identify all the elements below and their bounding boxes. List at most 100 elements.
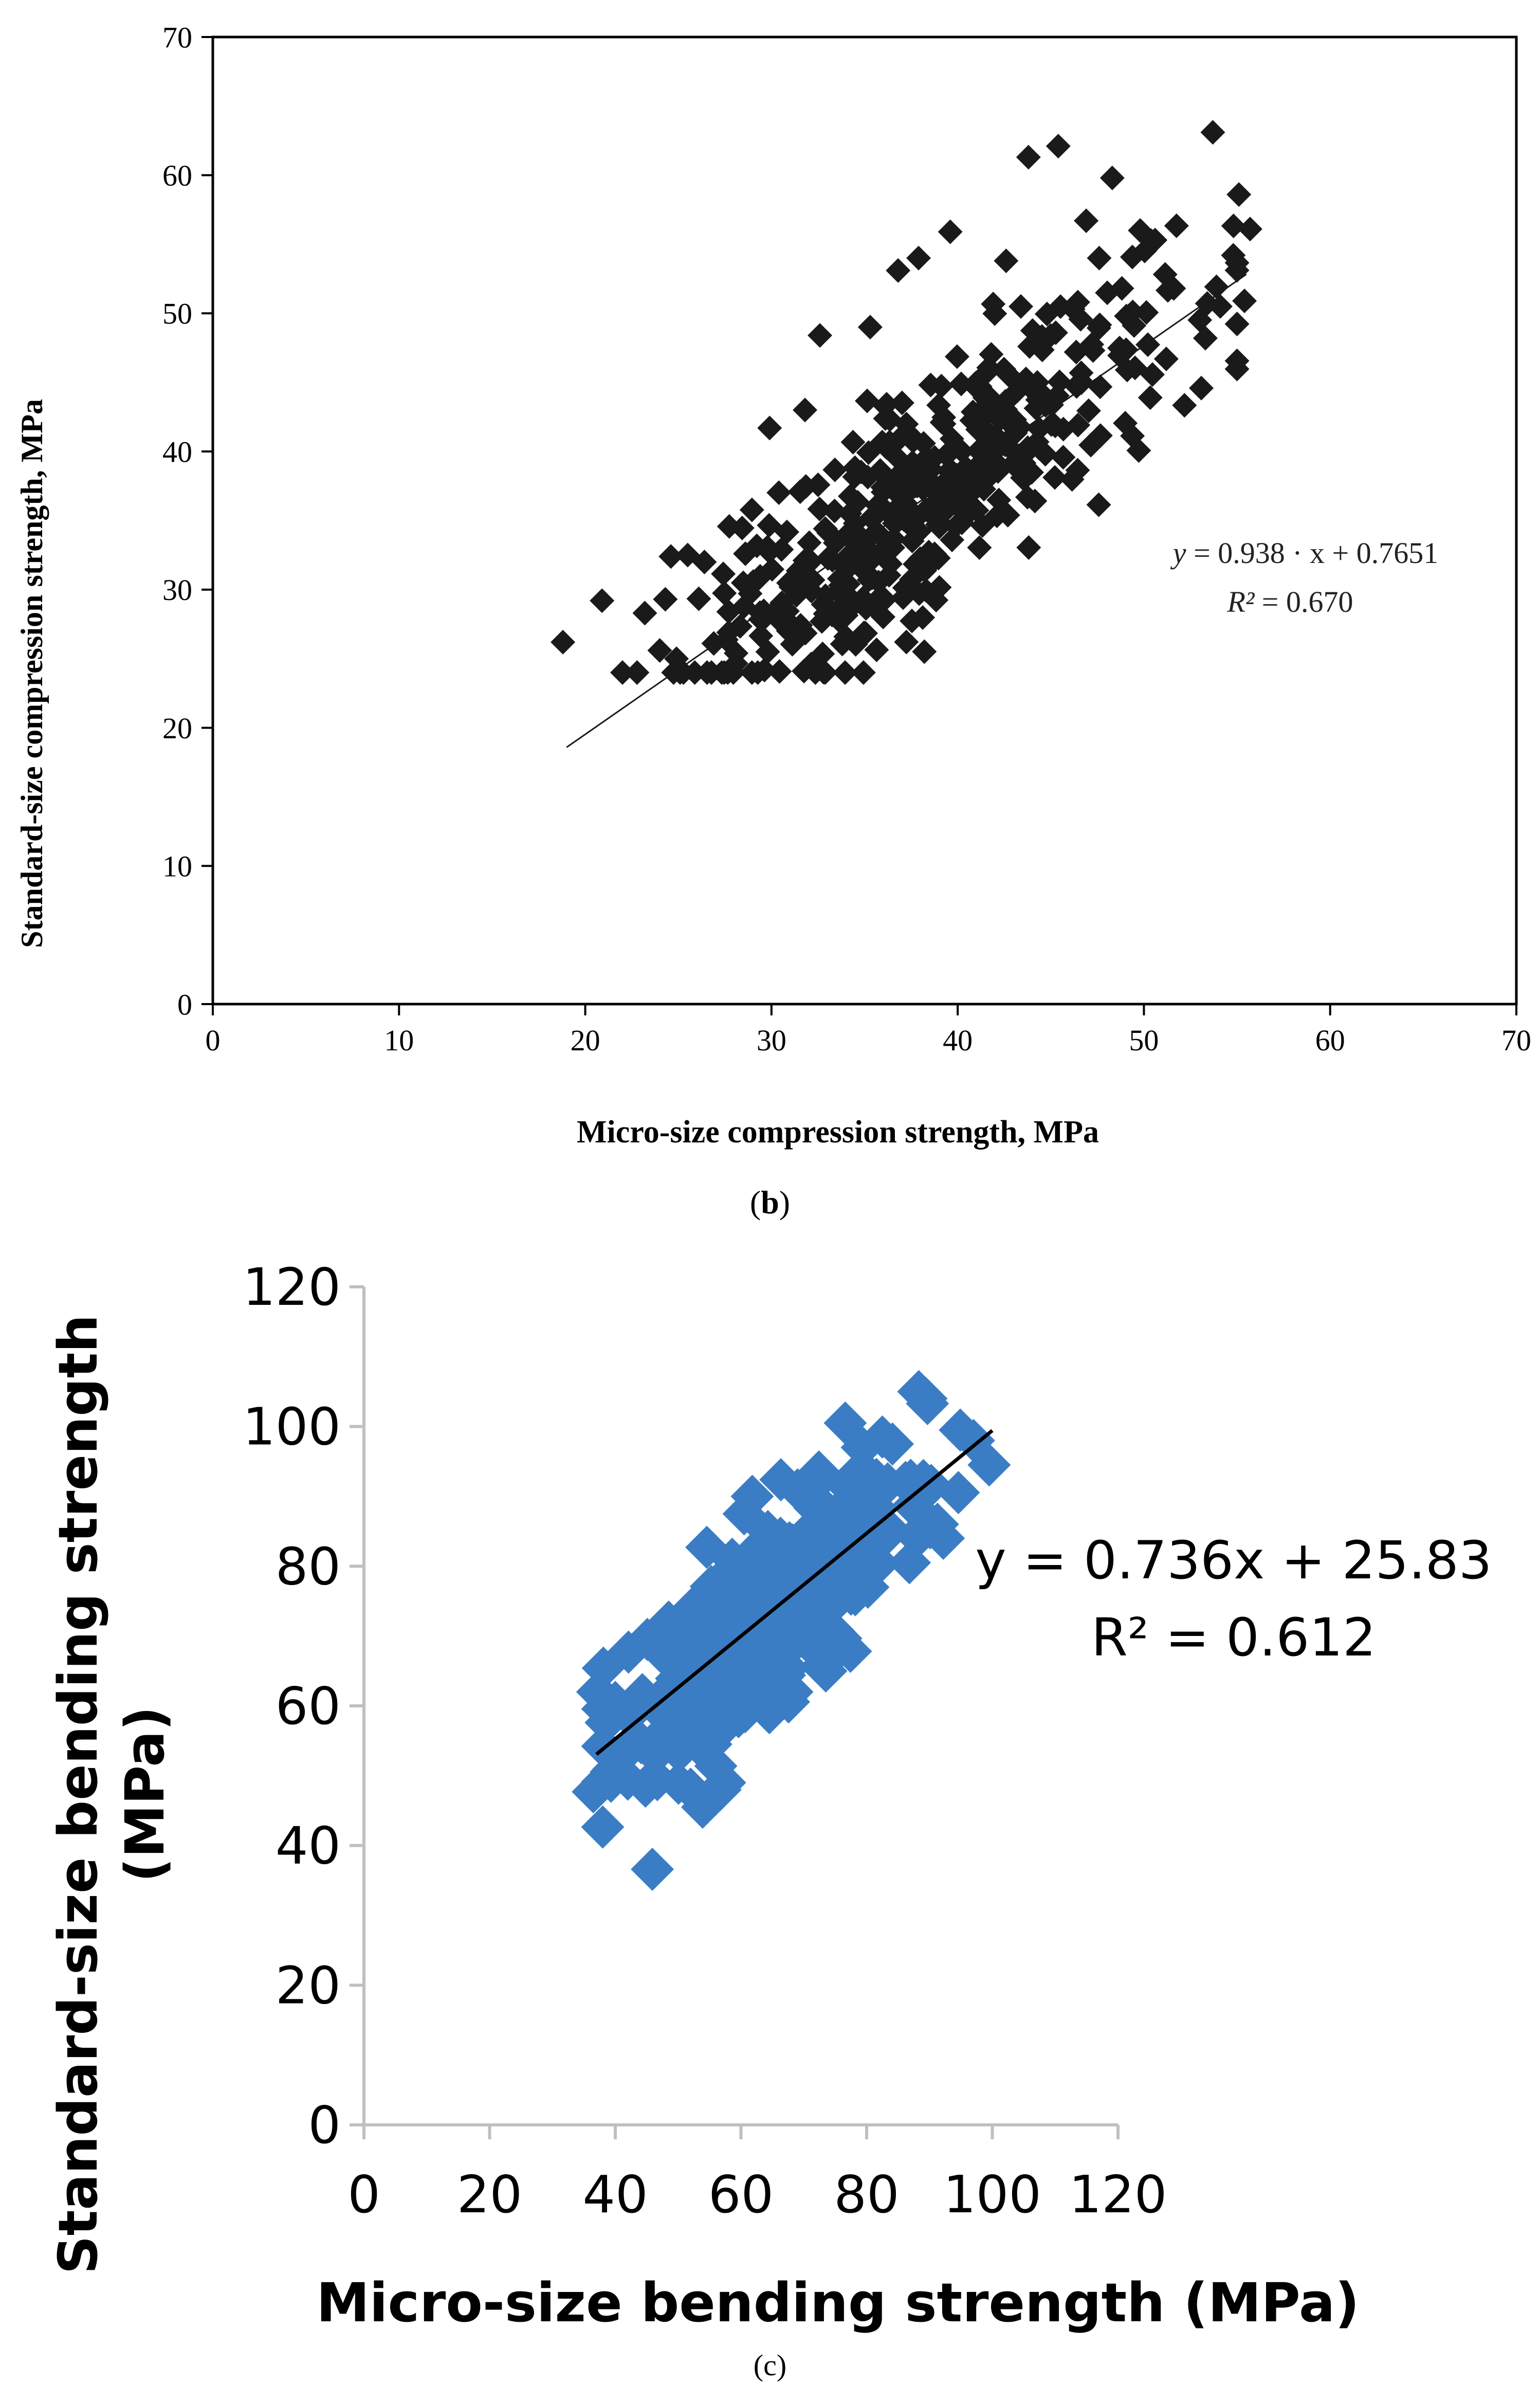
b-point xyxy=(1009,294,1034,319)
b-point xyxy=(962,374,987,399)
b-point xyxy=(986,487,1012,513)
b-point xyxy=(899,514,924,539)
c-x-tick-label: 120 xyxy=(1069,2164,1167,2225)
b-point xyxy=(857,315,883,340)
c-point xyxy=(656,1690,700,1734)
b-panel-letter: b xyxy=(761,1184,779,1221)
b-x-tick-label: 20 xyxy=(571,1024,600,1057)
b-point xyxy=(716,599,741,624)
c-y-tick-label: 100 xyxy=(243,1397,341,1457)
b-point xyxy=(1078,432,1104,458)
b-point xyxy=(914,445,940,470)
c-point xyxy=(689,1722,732,1766)
c-panel-letter: c xyxy=(763,2349,777,2382)
b-x-tick-label: 10 xyxy=(384,1024,414,1057)
c-point xyxy=(771,1604,815,1648)
b-equation-body: = 0.938 · x + 0.7651 xyxy=(1186,536,1439,570)
b-point xyxy=(1074,208,1099,233)
c-point xyxy=(759,1517,802,1560)
b-point xyxy=(886,258,911,283)
b-point xyxy=(1006,443,1032,468)
b-plot-frame xyxy=(211,35,1518,1006)
b-point xyxy=(811,592,836,617)
b-point xyxy=(1086,492,1111,517)
b-point xyxy=(1064,339,1089,365)
b-point xyxy=(988,406,1014,431)
b-point xyxy=(931,411,957,436)
b-point xyxy=(950,464,975,489)
b-point xyxy=(551,629,576,654)
c-y-tick-label: 80 xyxy=(276,1536,341,1596)
c-point xyxy=(594,1681,637,1724)
b-point xyxy=(892,490,918,515)
c-x-tick-label: 60 xyxy=(708,2164,774,2225)
b-point xyxy=(900,608,925,633)
b-point xyxy=(1015,484,1040,509)
b-point xyxy=(1204,274,1229,299)
b-point xyxy=(1076,398,1101,423)
b-point xyxy=(1060,297,1086,322)
b-point xyxy=(1064,374,1089,399)
b-point xyxy=(647,638,672,663)
b-point xyxy=(1042,465,1068,490)
b-point xyxy=(1087,245,1112,270)
b-point xyxy=(979,342,1004,367)
b-y-tick-label: 40 xyxy=(162,435,192,468)
b-point xyxy=(1113,337,1139,362)
c-point xyxy=(607,1630,650,1674)
b-x-tick-label: 70 xyxy=(1501,1024,1531,1057)
b-point xyxy=(811,660,836,685)
b-point xyxy=(769,537,794,562)
b-point xyxy=(805,472,831,498)
b-point xyxy=(729,515,755,540)
b-point xyxy=(717,514,742,539)
b-point xyxy=(899,567,924,592)
b-trendline xyxy=(566,274,1247,748)
c-point xyxy=(572,1770,615,1814)
b-point xyxy=(686,586,711,611)
chart-c-bending: 0 20 40 60 80 100 120 0 20 40 60 80 100 120 y = 0.73… xyxy=(47,1257,1492,2382)
b-point xyxy=(797,530,822,555)
b-point xyxy=(899,424,924,449)
b-equation: y = 0.938 · x + 0.7651 xyxy=(1170,536,1438,570)
b-point xyxy=(712,580,737,606)
b-r-squared: R² = 0.670 xyxy=(1226,585,1353,618)
c-point xyxy=(647,1600,690,1644)
c-trendline xyxy=(595,1429,994,1756)
b-point xyxy=(1066,412,1091,438)
b-point xyxy=(1221,243,1246,268)
b-point xyxy=(1153,347,1179,372)
b-point xyxy=(1017,334,1042,359)
c-point xyxy=(730,1475,774,1518)
b-point xyxy=(787,479,813,504)
b-point xyxy=(1013,367,1038,392)
b-point xyxy=(1088,374,1113,399)
b-point xyxy=(872,536,897,561)
c-point xyxy=(699,1660,742,1703)
b-point xyxy=(1016,535,1041,560)
b-point xyxy=(664,646,689,671)
b-point xyxy=(1232,288,1257,314)
c-tick-marks xyxy=(350,1285,1120,2139)
b-point xyxy=(1200,120,1225,145)
c-point xyxy=(703,1761,746,1805)
c-x-tick-label: 100 xyxy=(943,2164,1041,2225)
b-point xyxy=(1189,375,1214,401)
b-point xyxy=(1138,385,1163,410)
b-point xyxy=(724,641,749,666)
c-point xyxy=(846,1566,890,1609)
b-point xyxy=(872,393,897,418)
b-x-tick-labels: 0 10 20 30 40 50 60 70 xyxy=(206,1024,1532,1057)
c-point xyxy=(797,1450,841,1494)
b-y-axis-label: Standard-size compression strength, MPa xyxy=(15,399,49,948)
c-point xyxy=(833,1455,876,1499)
c-point xyxy=(829,1629,872,1673)
b-point xyxy=(739,497,764,522)
b-point xyxy=(1126,438,1151,463)
b-point xyxy=(965,463,990,488)
b-point xyxy=(874,435,899,460)
c-y-tick-label: 40 xyxy=(276,1816,341,1876)
b-point xyxy=(929,374,954,399)
b-point xyxy=(694,660,720,685)
c-point xyxy=(633,1733,677,1777)
